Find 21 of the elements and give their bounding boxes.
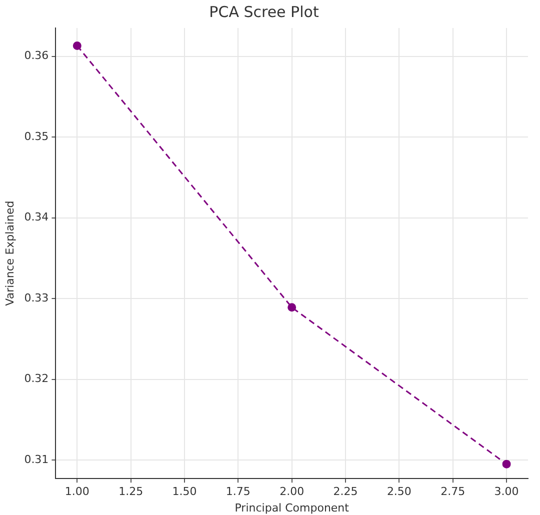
- x-tick-label: 1.75: [226, 485, 250, 498]
- point: [502, 460, 511, 468]
- x-tick-label: 2.75: [440, 485, 466, 498]
- y-tick-label: 0.34: [24, 210, 49, 224]
- x-tick-label: 1.25: [118, 485, 144, 498]
- x-tick-label: 1.50: [172, 485, 197, 498]
- y-tick-label: 0.33: [24, 291, 49, 304]
- x-tick-label: 2.00: [280, 485, 304, 498]
- y-tick-label: 0.31: [24, 452, 49, 466]
- y-tick-label: 0.36: [24, 49, 49, 62]
- chart-title: PCA Scree Plot: [209, 2, 319, 21]
- x-tick-label: 2.25: [333, 485, 358, 498]
- y-tick-label: 0.32: [24, 372, 49, 386]
- point: [72, 42, 82, 50]
- x-tick-label: 2.50: [386, 485, 412, 498]
- y-tick-label: 0.35: [24, 130, 49, 143]
- y-axis-title: Variance Explained: [3, 200, 16, 306]
- x-axis-title: Principal Component: [234, 501, 350, 514]
- x-tick-label: 1.00: [64, 485, 90, 498]
- x-tick-label: 3.00: [494, 485, 519, 498]
- point: [288, 303, 296, 312]
